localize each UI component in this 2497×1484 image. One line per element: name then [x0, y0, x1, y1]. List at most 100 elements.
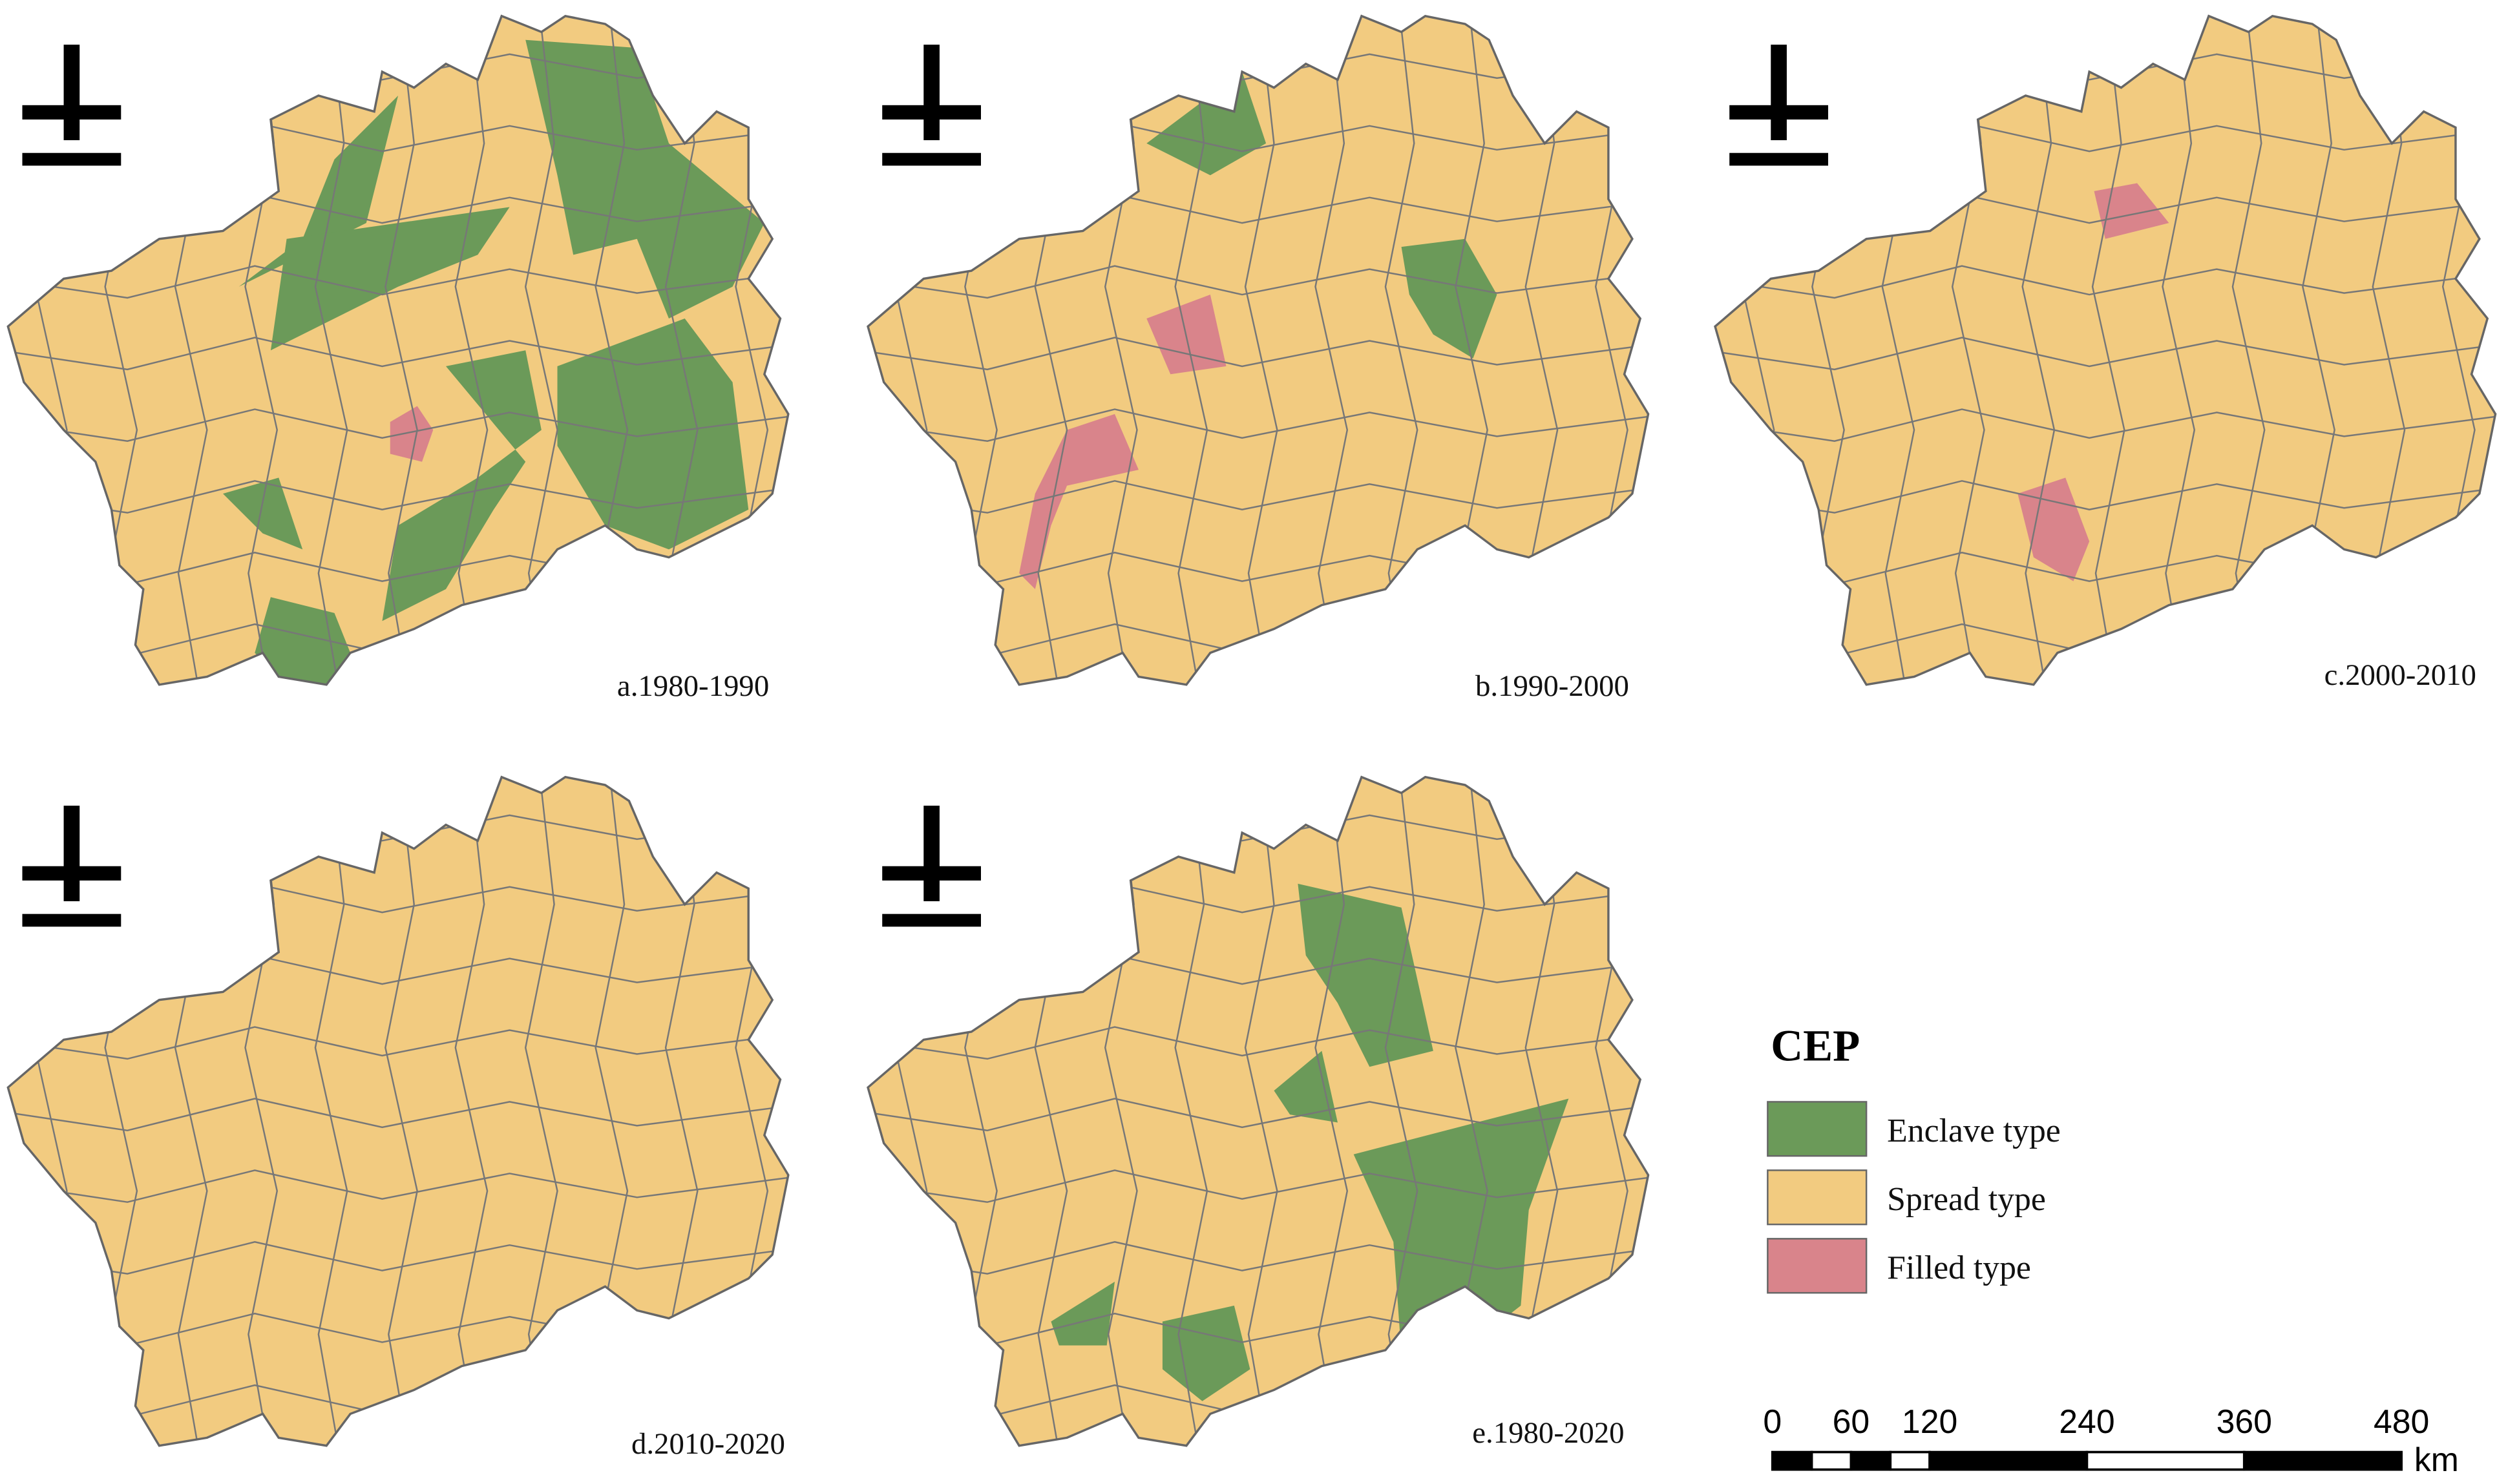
region	[1353, 1098, 1569, 1362]
county-boundary	[1244, 16, 1278, 685]
north-arrow	[923, 806, 940, 901]
scale-tick-label: 0	[1763, 1403, 1782, 1440]
county-boundary	[2021, 16, 2056, 685]
map-panel: a.1980-1990	[6, 14, 790, 703]
legend-swatch	[1767, 1101, 1868, 1157]
scale-tick-label: 120	[1902, 1403, 1957, 1440]
county-boundary	[868, 1169, 1649, 1203]
county-boundary	[1314, 777, 1349, 1446]
panel-label: a.1980-1990	[617, 669, 769, 703]
province-area	[868, 16, 1649, 685]
region	[382, 350, 542, 622]
panel-label: c.2000-2010	[2324, 658, 2476, 692]
region	[2018, 477, 2090, 581]
county-boundary	[8, 1241, 788, 1275]
county-boundary	[2162, 16, 2196, 685]
scale-segment	[1928, 1450, 2089, 1471]
county-boundary	[314, 16, 348, 685]
county-boundary	[2091, 16, 2125, 685]
county-boundary	[8, 1026, 788, 1060]
county-boundary	[8, 265, 788, 299]
legend-label: Enclave type	[1887, 1113, 2061, 1149]
north-arrow	[882, 152, 981, 166]
panel-label: d.2010-2020	[631, 1427, 785, 1461]
panel-label: b.1990-2000	[1475, 669, 1629, 703]
county-boundary	[1244, 777, 1278, 1446]
north-arrow	[923, 45, 940, 141]
north-arrow	[63, 45, 80, 141]
county-boundary	[8, 50, 788, 84]
region	[390, 406, 434, 462]
map-panel: e.1980-2020	[867, 775, 1650, 1450]
north-arrow	[1729, 152, 1828, 166]
county-boundary	[1174, 777, 1208, 1446]
county-boundary	[1715, 408, 2496, 443]
north-arrow	[22, 914, 121, 927]
county-boundary	[1715, 337, 2496, 371]
county-boundary	[868, 1098, 1649, 1132]
region	[270, 207, 510, 351]
county-boundary	[385, 16, 418, 685]
north-arrow	[882, 914, 981, 927]
region	[1274, 1050, 1338, 1123]
scale-tick-label: 240	[2059, 1403, 2114, 1440]
county-boundary	[1314, 16, 1349, 685]
scale-tick-label: 360	[2217, 1403, 2272, 1440]
county-boundary	[314, 777, 348, 1446]
region	[223, 477, 303, 550]
scale-tick-label: 480	[2374, 1403, 2429, 1440]
county-boundary	[454, 777, 489, 1446]
region	[1019, 413, 1139, 589]
region	[1051, 1281, 1115, 1346]
legend-label: Filled type	[1887, 1249, 2031, 1286]
map-panel: b.1990-2000	[867, 14, 1650, 703]
north-arrow	[1771, 45, 1787, 141]
province-outline	[6, 14, 790, 686]
scale-segment	[1889, 1450, 1931, 1471]
county-boundary	[868, 50, 1649, 84]
county-boundary	[868, 265, 1649, 299]
province-outline	[867, 14, 1650, 686]
county-boundary	[8, 337, 788, 371]
scale-segment	[1771, 1450, 1813, 1471]
county-boundary	[8, 1098, 788, 1132]
legend-swatch	[1767, 1238, 1868, 1294]
scale-segment	[2085, 1450, 2246, 1471]
county-boundary	[868, 408, 1649, 443]
county-boundary	[1715, 265, 2496, 299]
county-boundary	[868, 1026, 1649, 1060]
map-panel: d.2010-2020	[6, 775, 790, 1461]
county-boundary	[385, 777, 418, 1446]
region	[2094, 183, 2169, 239]
panel-label: e.1980-2020	[1472, 1416, 1624, 1450]
legend-swatch	[1767, 1169, 1868, 1226]
scale-segment	[2242, 1450, 2403, 1471]
legend-label: Spread type	[1887, 1181, 2046, 1218]
province-outline	[1714, 14, 2497, 686]
legend-title: CEP	[1771, 1021, 1860, 1070]
province-area	[8, 777, 788, 1446]
county-boundary	[868, 811, 1649, 845]
region	[1298, 883, 1433, 1067]
north-arrow	[22, 152, 121, 166]
county-boundary	[868, 1241, 1649, 1275]
scale-segment	[1810, 1450, 1853, 1471]
province-area	[1715, 16, 2496, 685]
county-boundary	[8, 480, 788, 514]
county-boundary	[1174, 16, 1208, 685]
county-boundary	[454, 16, 489, 685]
county-boundary	[8, 1169, 788, 1203]
province-outline	[867, 775, 1650, 1447]
county-boundary	[8, 811, 788, 845]
region	[525, 39, 764, 319]
map-panel: c.2000-2010	[1714, 14, 2497, 692]
province-outline	[6, 775, 790, 1447]
county-boundary	[868, 337, 1649, 371]
region	[1401, 238, 1497, 359]
county-boundary	[868, 480, 1649, 514]
county-boundary	[8, 408, 788, 443]
county-boundary	[1715, 480, 2496, 514]
north-arrow	[63, 806, 80, 901]
scale-unit: km	[2414, 1441, 2459, 1478]
